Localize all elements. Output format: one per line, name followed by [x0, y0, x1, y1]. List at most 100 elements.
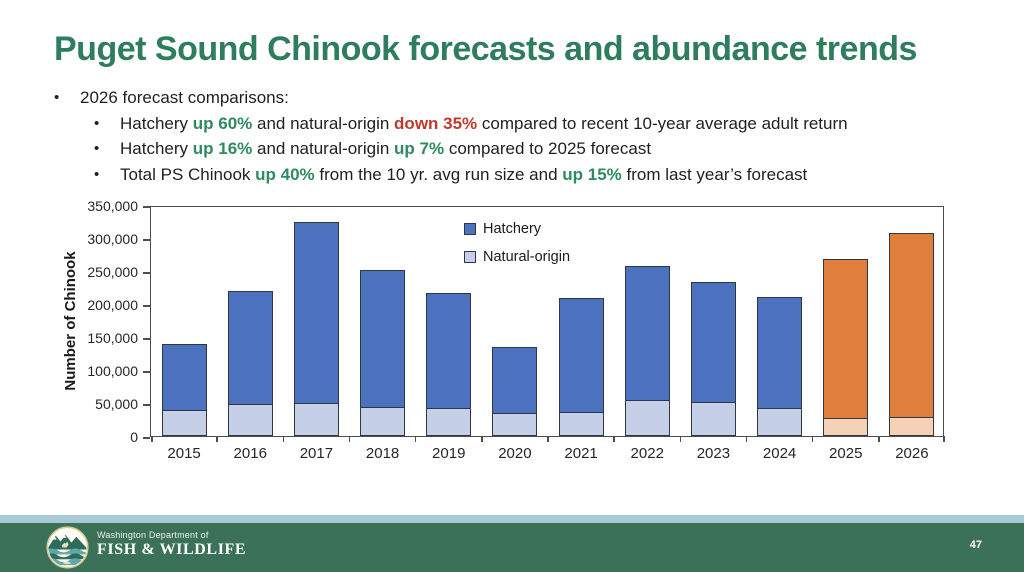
- text-segment: up 40%: [255, 164, 315, 184]
- legend-swatch-hatchery: [464, 223, 476, 235]
- text-segment: up 16%: [192, 139, 253, 158]
- bar-segment-natural-2024: [757, 406, 803, 436]
- bar-segment-natural-2015: [161, 409, 207, 436]
- bullet-item: • Hatchery up 16% and natural-origin up 7…: [94, 136, 984, 162]
- org-name-line1: Washington Department of: [97, 530, 209, 540]
- bar-segment-hatchery-2016: [227, 290, 273, 405]
- bar-segment-natural-2022: [624, 399, 670, 436]
- bar-segment-hatchery-2025: [823, 259, 869, 420]
- x-tick-label: 2024: [762, 445, 797, 462]
- x-tick-label: 2019: [432, 445, 466, 462]
- y-tick-label: 150,000: [87, 330, 138, 346]
- text-segment: up 15%: [562, 164, 622, 184]
- bar-segment-hatchery-2024: [757, 296, 803, 409]
- legend-item-hatchery: Hatchery: [464, 221, 541, 237]
- bar-segment-hatchery-2020: [492, 346, 538, 414]
- x-tick-mark: [613, 436, 615, 442]
- bar-segment-natural-2017: [293, 402, 339, 436]
- bar-segment-natural-2026: [889, 416, 935, 436]
- x-tick-label: 2026: [895, 445, 929, 462]
- y-tick-mark: [143, 404, 150, 406]
- bar-segment-hatchery-2015: [161, 343, 207, 412]
- bullet-text: Hatchery up 60% and natural-origin down …: [120, 111, 848, 137]
- sub-bullet-list: • Hatchery up 60% and natural-origin down…: [94, 111, 984, 188]
- page-number: 47: [969, 539, 982, 551]
- text-segment: Total PS Chinook: [120, 164, 256, 184]
- bar-segment-hatchery-2026: [889, 232, 935, 418]
- text-segment: and natural-origin: [252, 113, 395, 133]
- org-name-line2: FISH & WILDLIFE: [97, 541, 247, 558]
- y-tick-mark: [143, 206, 150, 208]
- y-tick-label: 300,000: [87, 231, 138, 247]
- x-tick-label: 2016: [233, 445, 267, 462]
- bar-segment-natural-2021: [558, 411, 604, 436]
- legend-label: Natural-origin: [483, 249, 571, 265]
- text-segment: up 7%: [394, 139, 445, 158]
- x-tick-mark: [414, 436, 417, 442]
- org-lockup: Washington Department of FISH & WILDLIFE: [97, 530, 246, 559]
- plot-area: 2015 2016 2017 2018 2019 2020 2021 2022 2023 2024…: [143, 206, 945, 462]
- y-tick-label: 350,000: [87, 198, 138, 214]
- x-tick-mark: [348, 436, 351, 442]
- bar-segment-natural-2023: [690, 401, 736, 436]
- x-tick-label: 2017: [299, 445, 334, 462]
- x-tick-label: 2025: [829, 445, 863, 462]
- bullet-item: • Hatchery up 60% and natural-origin down…: [94, 111, 984, 137]
- bar-segment-hatchery-2022: [624, 266, 670, 402]
- bullet-text: Hatchery up 16% and natural-origin up 7%…: [120, 136, 651, 162]
- x-tick-label: 2023: [696, 445, 731, 462]
- legend-item-natural: Natural-origin: [464, 249, 570, 265]
- legend-label: Hatchery: [483, 221, 542, 237]
- bar-segment-hatchery-2017: [293, 221, 339, 404]
- x-tick-label: 2018: [365, 445, 400, 462]
- bullet-item: • Total PS Chinook up 40% from the 10 yr.…: [94, 162, 984, 188]
- x-tick-label: 2021: [564, 445, 598, 462]
- text-segment: up 60%: [192, 113, 253, 133]
- bar-segment-hatchery-2021: [558, 298, 604, 414]
- x-tick-mark: [745, 436, 748, 442]
- y-tick-mark: [143, 272, 150, 274]
- footer-band: Washington Department of FISH & WILDLIFE…: [0, 523, 1024, 572]
- x-tick-mark: [679, 436, 682, 442]
- bullet-text: 2026 forecast comparisons:: [80, 88, 289, 107]
- x-tick-mark: [151, 436, 153, 442]
- x-tick-mark: [282, 436, 285, 442]
- x-tick-mark: [547, 436, 549, 442]
- y-tick-mark: [143, 305, 150, 307]
- x-tick-mark: [943, 436, 945, 442]
- text-segment: down 35%: [394, 113, 478, 133]
- y-tick-label: 100,000: [87, 363, 138, 379]
- bar-segment-natural-2019: [426, 406, 472, 436]
- x-tick-mark: [878, 436, 880, 442]
- y-tick-label: 0: [130, 429, 138, 445]
- y-axis-label: Number of Chinook: [62, 251, 79, 391]
- text-segment: compared to recent 10-year average adult…: [477, 113, 848, 133]
- y-tick-mark: [143, 371, 150, 373]
- footer: Washington Department of FISH & WILDLIFE…: [0, 515, 1024, 572]
- bullet-glyph: •: [94, 140, 100, 157]
- bar-segment-natural-2016: [227, 403, 273, 436]
- x-tick-label: 2020: [498, 445, 532, 462]
- bar-segment-hatchery-2023: [690, 281, 736, 404]
- text-segment: and natural-origin: [252, 139, 395, 158]
- bar-segment-hatchery-2018: [360, 269, 406, 408]
- y-tick-mark: [143, 437, 150, 439]
- y-tick-label: 50,000: [95, 396, 138, 412]
- legend-swatch-natural: [464, 251, 476, 263]
- bullet-item-level1: • 2026 forecast comparisons:: [54, 85, 984, 111]
- bar-segment-hatchery-2019: [426, 292, 472, 409]
- bullet-list: • 2026 forecast comparisons: • Hatchery u…: [54, 85, 984, 187]
- text-segment: Hatchery: [120, 113, 193, 133]
- bullet-glyph: •: [54, 89, 60, 106]
- bar-segment-natural-2020: [492, 412, 538, 436]
- x-tick-label: 2022: [630, 445, 664, 462]
- footer-accent-strip: [0, 515, 1024, 523]
- wdfw-logo-icon: [46, 526, 89, 569]
- page-title: Puget Sound Chinook forecasts and abunda…: [54, 30, 917, 68]
- text-segment: Hatchery: [120, 139, 193, 158]
- text-segment: from last year’s forecast: [621, 164, 808, 184]
- bar-segment-natural-2018: [360, 406, 406, 436]
- x-tick-mark: [811, 436, 814, 442]
- bar-segment-natural-2025: [823, 417, 869, 436]
